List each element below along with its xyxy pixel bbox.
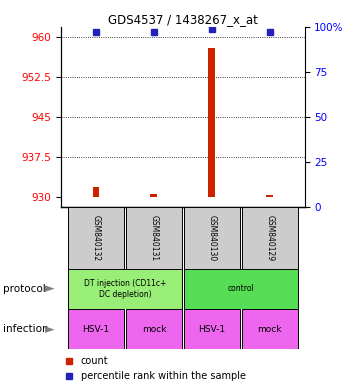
Bar (266, 195, 273, 197)
Bar (92, 187, 99, 197)
Text: HSV-1: HSV-1 (198, 325, 225, 334)
Text: percentile rank within the sample: percentile rank within the sample (81, 371, 246, 381)
Bar (126, 309, 182, 349)
Bar (68, 269, 182, 309)
Text: GSM840129: GSM840129 (265, 215, 274, 261)
Text: DT injection (CD11c+
DC depletion): DT injection (CD11c+ DC depletion) (84, 279, 166, 299)
Text: mock: mock (142, 325, 166, 334)
Bar (242, 309, 298, 349)
Bar (242, 207, 298, 269)
Text: control: control (228, 285, 254, 293)
Bar (208, 48, 215, 197)
Text: count: count (81, 356, 108, 366)
Text: ►: ► (45, 283, 54, 295)
Text: ►: ► (45, 323, 54, 336)
Text: HSV-1: HSV-1 (83, 325, 110, 334)
Text: GSM840132: GSM840132 (91, 215, 100, 261)
Bar (68, 309, 124, 349)
Bar (184, 207, 240, 269)
Bar (68, 207, 124, 269)
Text: GSM840130: GSM840130 (207, 215, 216, 261)
Bar (184, 309, 240, 349)
Text: infection: infection (4, 324, 49, 334)
Bar (150, 194, 158, 197)
Bar (184, 269, 298, 309)
Text: GSM840131: GSM840131 (149, 215, 159, 261)
Text: protocol: protocol (4, 284, 46, 294)
Bar (126, 207, 182, 269)
Title: GDS4537 / 1438267_x_at: GDS4537 / 1438267_x_at (108, 13, 258, 26)
Text: mock: mock (258, 325, 282, 334)
